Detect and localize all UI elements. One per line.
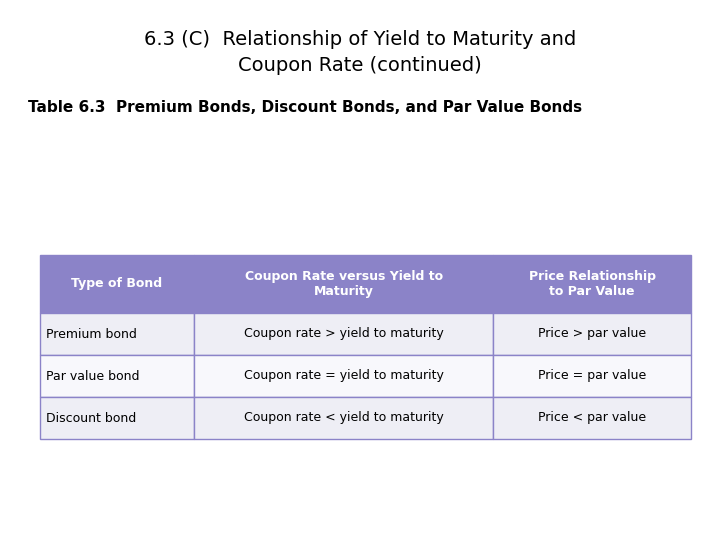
FancyBboxPatch shape [493,255,691,313]
Text: Type of Bond: Type of Bond [71,278,163,291]
FancyBboxPatch shape [194,355,493,397]
FancyBboxPatch shape [493,397,691,439]
Text: Coupon Rate (continued): Coupon Rate (continued) [238,56,482,75]
FancyBboxPatch shape [40,313,194,355]
Text: Table 6.3  Premium Bonds, Discount Bonds, and Par Value Bonds: Table 6.3 Premium Bonds, Discount Bonds,… [28,100,582,115]
Text: Coupon Rate versus Yield to
Maturity: Coupon Rate versus Yield to Maturity [245,270,443,298]
Text: Price > par value: Price > par value [538,327,647,341]
Text: Coupon rate < yield to maturity: Coupon rate < yield to maturity [244,411,444,424]
Text: Price = par value: Price = par value [538,369,647,382]
Text: Par value bond: Par value bond [45,369,139,382]
Text: Discount bond: Discount bond [45,411,136,424]
FancyBboxPatch shape [194,255,493,313]
FancyBboxPatch shape [194,397,493,439]
FancyBboxPatch shape [40,255,194,313]
Text: 6.3 (C)  Relationship of Yield to Maturity and: 6.3 (C) Relationship of Yield to Maturit… [144,30,576,49]
FancyBboxPatch shape [40,355,194,397]
Text: Coupon rate > yield to maturity: Coupon rate > yield to maturity [244,327,444,341]
FancyBboxPatch shape [194,313,493,355]
Text: Coupon rate = yield to maturity: Coupon rate = yield to maturity [244,369,444,382]
FancyBboxPatch shape [493,355,691,397]
Text: Premium bond: Premium bond [45,327,137,341]
Text: Price < par value: Price < par value [538,411,647,424]
FancyBboxPatch shape [40,397,194,439]
FancyBboxPatch shape [493,313,691,355]
Text: Price Relationship
to Par Value: Price Relationship to Par Value [528,270,656,298]
